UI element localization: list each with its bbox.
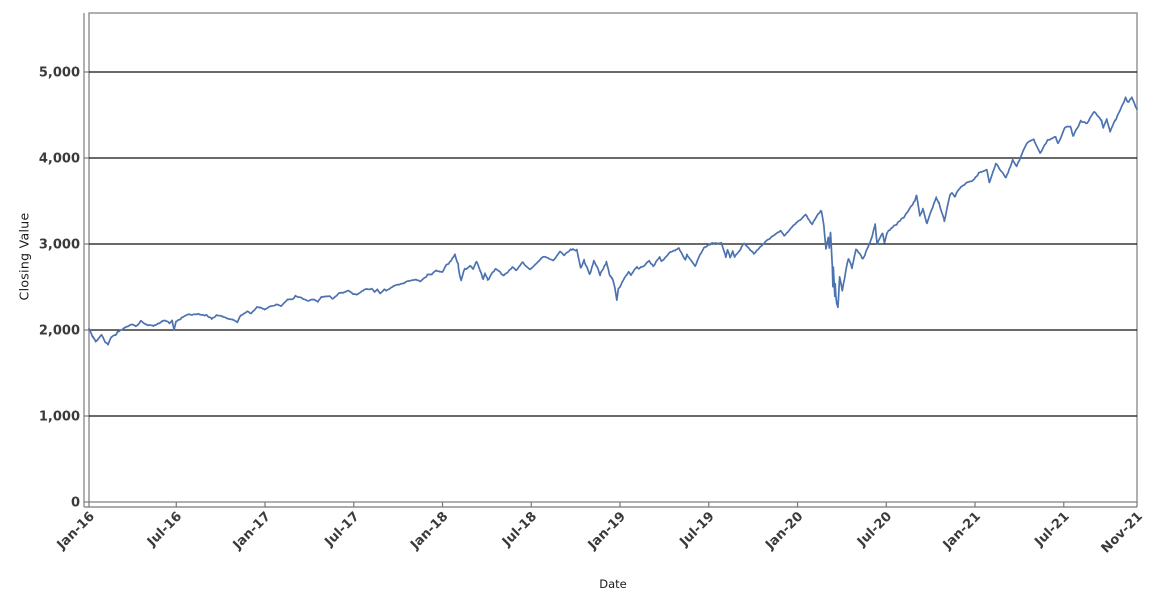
- x-tick-label: Jul-17: [322, 509, 363, 550]
- y-tick-label: 4,000: [39, 151, 80, 166]
- x-tick-label: Nov-21: [1099, 509, 1146, 556]
- x-tick-label: Jul-18: [499, 509, 540, 550]
- x-tick-label: Jul-16: [144, 509, 185, 550]
- y-tick-label: 3,000: [39, 237, 80, 252]
- x-axis-title: Date: [599, 577, 627, 591]
- x-tick-label: Jan-21: [940, 509, 984, 553]
- y-tick-label: 0: [71, 496, 80, 511]
- plot-panel: [88, 12, 1138, 503]
- x-tick-label: Jul-21: [1032, 509, 1073, 550]
- y-axis-title: Closing Value: [16, 212, 32, 301]
- x-tick-label: Jan-18: [407, 509, 451, 553]
- x-tick-label: Jul-20: [854, 509, 895, 550]
- series-line-closing-value: [88, 96, 1138, 346]
- y-tick-label: 1,000: [39, 409, 80, 424]
- x-tick-label: Jul-19: [677, 509, 718, 550]
- y-tick-label: 5,000: [39, 65, 80, 80]
- y-tick-label: 2,000: [39, 323, 80, 338]
- x-tick-label: Jan-19: [585, 509, 629, 553]
- x-tick-label: Jan-16: [54, 509, 98, 553]
- x-tick-label: Jan-20: [762, 509, 806, 553]
- x-tick-label: Jan-17: [230, 509, 274, 553]
